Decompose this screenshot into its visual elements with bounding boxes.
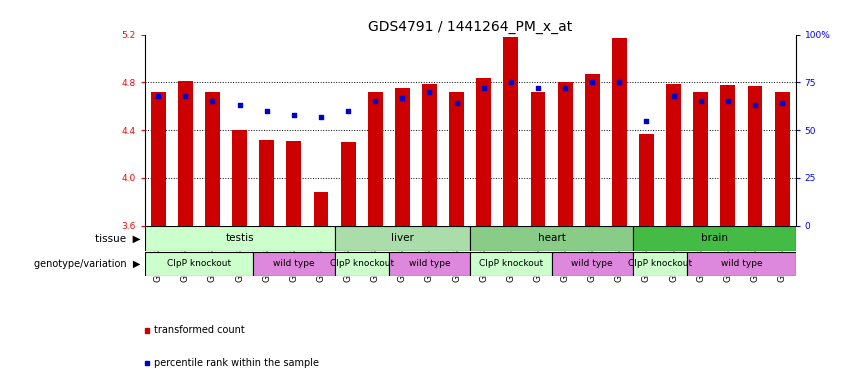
Bar <box>254 252 334 276</box>
Point <box>694 98 707 104</box>
Point <box>260 108 273 114</box>
Point <box>287 112 300 118</box>
Point <box>504 79 517 85</box>
Point <box>558 85 572 91</box>
Point <box>775 100 789 106</box>
Title: GDS4791 / 1441264_PM_x_at: GDS4791 / 1441264_PM_x_at <box>368 20 573 33</box>
Bar <box>666 83 681 225</box>
Text: transformed count: transformed count <box>153 325 244 335</box>
Point <box>233 102 247 108</box>
Point <box>179 93 192 99</box>
Text: ClpP knockout: ClpP knockout <box>628 259 692 268</box>
Text: wild type: wild type <box>408 259 450 268</box>
Bar <box>633 226 796 250</box>
Point <box>151 93 165 99</box>
Point <box>368 98 382 104</box>
Bar <box>178 81 193 225</box>
Point <box>721 98 734 104</box>
Bar <box>334 226 471 250</box>
Bar <box>449 92 464 225</box>
Bar <box>368 92 383 225</box>
Point <box>667 93 681 99</box>
Bar <box>639 134 654 225</box>
Bar <box>530 92 545 225</box>
Bar <box>205 92 220 225</box>
Point <box>477 85 490 91</box>
Bar <box>585 74 600 225</box>
Bar <box>334 252 389 276</box>
Bar <box>471 226 633 250</box>
Point <box>314 114 328 120</box>
Bar <box>151 92 166 225</box>
Bar <box>313 192 328 225</box>
Bar <box>551 252 633 276</box>
Bar <box>287 141 301 225</box>
Bar <box>477 78 491 225</box>
Text: heart: heart <box>538 233 566 243</box>
Text: tissue  ▶: tissue ▶ <box>94 233 140 243</box>
Bar <box>145 252 254 276</box>
Bar <box>557 82 573 225</box>
Bar <box>471 252 551 276</box>
Text: liver: liver <box>391 233 414 243</box>
Point <box>450 100 464 106</box>
Text: wild type: wild type <box>571 259 613 268</box>
Point <box>423 89 437 95</box>
Bar <box>612 38 627 225</box>
Bar <box>232 130 247 225</box>
Text: brain: brain <box>701 233 728 243</box>
Text: genotype/variation  ▶: genotype/variation ▶ <box>34 259 140 269</box>
Text: testis: testis <box>226 233 254 243</box>
Point <box>748 102 762 108</box>
Bar <box>774 92 790 225</box>
Point <box>341 108 355 114</box>
Point <box>585 79 599 85</box>
Text: wild type: wild type <box>273 259 315 268</box>
Bar <box>260 140 274 225</box>
Text: ClpP knockout: ClpP knockout <box>167 259 231 268</box>
Text: percentile rank within the sample: percentile rank within the sample <box>153 358 318 368</box>
Bar <box>340 142 356 225</box>
Point <box>613 79 626 85</box>
Point <box>531 85 545 91</box>
Point <box>396 94 409 101</box>
Bar <box>389 252 471 276</box>
Bar <box>721 85 735 225</box>
Text: wild type: wild type <box>721 259 762 268</box>
Bar <box>694 92 708 225</box>
Text: ClpP knockout: ClpP knockout <box>479 259 543 268</box>
Text: ClpP knockout: ClpP knockout <box>329 259 394 268</box>
Bar <box>395 88 410 225</box>
Point <box>206 98 220 104</box>
Bar <box>747 86 762 225</box>
Bar <box>504 37 518 225</box>
Bar <box>633 252 688 276</box>
Bar <box>145 226 334 250</box>
Bar <box>688 252 796 276</box>
Point <box>640 118 654 124</box>
Bar <box>422 83 437 225</box>
